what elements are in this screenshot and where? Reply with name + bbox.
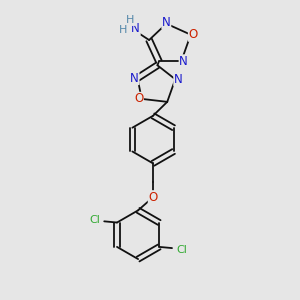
Text: N: N bbox=[130, 72, 139, 85]
Text: O: O bbox=[134, 92, 143, 105]
Text: Cl: Cl bbox=[176, 245, 187, 255]
Text: H: H bbox=[119, 25, 128, 35]
Text: O: O bbox=[188, 28, 198, 41]
Text: N: N bbox=[174, 73, 183, 86]
Text: O: O bbox=[148, 191, 158, 204]
Text: N: N bbox=[179, 55, 188, 68]
Text: N: N bbox=[162, 16, 171, 29]
Text: Cl: Cl bbox=[89, 214, 100, 224]
Text: H: H bbox=[126, 15, 135, 26]
Text: N: N bbox=[131, 22, 140, 35]
